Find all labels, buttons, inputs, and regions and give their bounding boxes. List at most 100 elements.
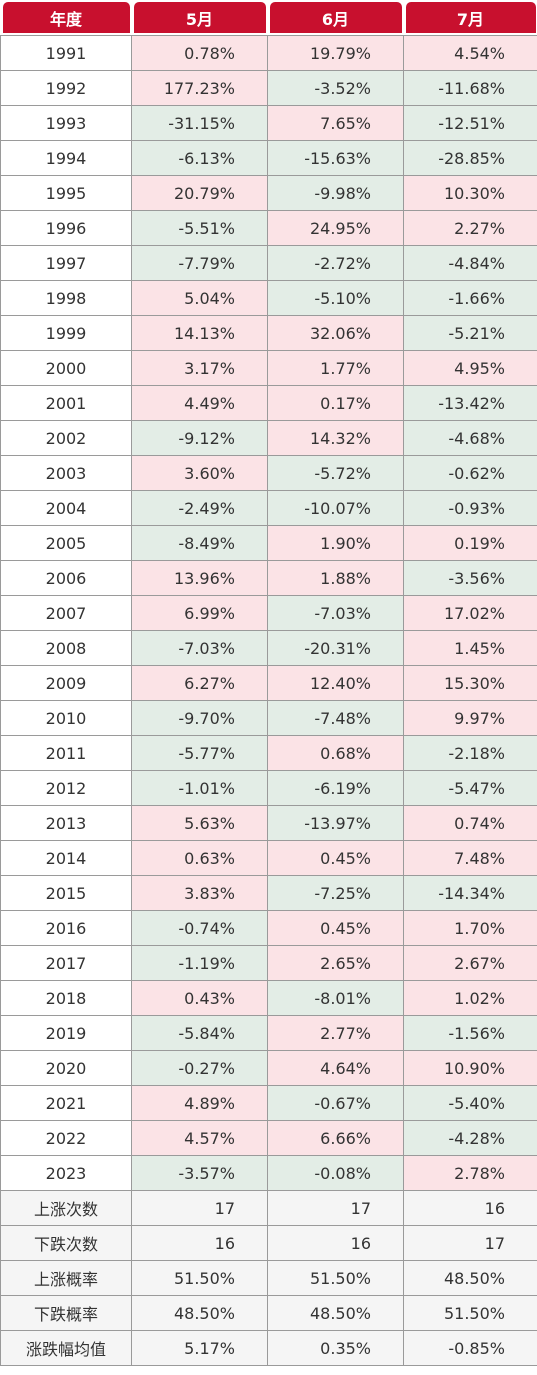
table-row: 1992 177.23% -3.52% -11.68% <box>0 70 537 106</box>
return-cell: -3.57% <box>131 1155 268 1191</box>
return-cell: 10.90% <box>403 1050 537 1086</box>
return-cell: 3.83% <box>131 875 268 911</box>
table-row: 2014 0.63% 0.45% 7.48% <box>0 840 537 876</box>
table-row: 2017 -1.19% 2.65% 2.67% <box>0 945 537 981</box>
year-cell: 2003 <box>0 455 132 491</box>
table-row: 2003 3.60% -5.72% -0.62% <box>0 455 537 491</box>
stat-value-cell: 48.50% <box>403 1260 537 1296</box>
return-cell: -0.74% <box>131 910 268 946</box>
return-cell: -5.51% <box>131 210 268 246</box>
year-cell: 1998 <box>0 280 132 316</box>
return-cell: 17.02% <box>403 595 537 631</box>
return-cell: 0.17% <box>267 385 404 421</box>
table-row: 2000 3.17% 1.77% 4.95% <box>0 350 537 386</box>
year-cell: 2015 <box>0 875 132 911</box>
header-may-label: 5月 <box>133 2 266 33</box>
year-cell: 1995 <box>0 175 132 211</box>
year-cell: 2021 <box>0 1085 132 1121</box>
return-cell: 2.67% <box>403 945 537 981</box>
table-row: 2008 -7.03% -20.31% 1.45% <box>0 630 537 666</box>
stat-value-cell: 17 <box>403 1225 537 1261</box>
return-cell: 1.90% <box>267 525 404 561</box>
table-row: 1994 -6.13% -15.63% -28.85% <box>0 140 537 176</box>
table-row: 2010 -9.70% -7.48% 9.97% <box>0 700 537 736</box>
year-cell: 2009 <box>0 665 132 701</box>
year-cell: 1992 <box>0 70 132 106</box>
year-cell: 1991 <box>0 35 132 71</box>
return-cell: -0.93% <box>403 490 537 526</box>
return-cell: 14.32% <box>267 420 404 456</box>
return-cell: 0.19% <box>403 525 537 561</box>
header-july: 7月 <box>403 0 537 36</box>
stat-value-cell: 51.50% <box>403 1295 537 1331</box>
return-cell: -14.34% <box>403 875 537 911</box>
return-cell: 0.63% <box>131 840 268 876</box>
table-row: 2015 3.83% -7.25% -14.34% <box>0 875 537 911</box>
header-june: 6月 <box>267 0 404 36</box>
return-cell: 0.45% <box>267 910 404 946</box>
return-cell: -0.27% <box>131 1050 268 1086</box>
year-cell: 2002 <box>0 420 132 456</box>
return-cell: 2.27% <box>403 210 537 246</box>
return-cell: -1.01% <box>131 770 268 806</box>
return-cell: 1.88% <box>267 560 404 596</box>
table-row: 2018 0.43% -8.01% 1.02% <box>0 980 537 1016</box>
return-cell: 1.77% <box>267 350 404 386</box>
table-row: 2013 5.63% -13.97% 0.74% <box>0 805 537 841</box>
return-cell: -5.21% <box>403 315 537 351</box>
year-cell: 2022 <box>0 1120 132 1156</box>
return-cell: 7.65% <box>267 105 404 141</box>
return-cell: 1.45% <box>403 630 537 666</box>
return-cell: -7.03% <box>267 595 404 631</box>
return-cell: -0.62% <box>403 455 537 491</box>
table-row: 1993 -31.15% 7.65% -12.51% <box>0 105 537 141</box>
return-cell: 6.66% <box>267 1120 404 1156</box>
table-row: 2020 -0.27% 4.64% 10.90% <box>0 1050 537 1086</box>
return-cell: 1.70% <box>403 910 537 946</box>
year-cell: 2018 <box>0 980 132 1016</box>
return-cell: 7.48% <box>403 840 537 876</box>
return-cell: -9.12% <box>131 420 268 456</box>
return-cell: 9.97% <box>403 700 537 736</box>
stat-value-cell: 51.50% <box>267 1260 404 1296</box>
year-cell: 1996 <box>0 210 132 246</box>
return-cell: 1.02% <box>403 980 537 1016</box>
header-may: 5月 <box>131 0 268 36</box>
stat-value-cell: 0.35% <box>267 1330 404 1366</box>
stat-value-cell: 16 <box>403 1190 537 1226</box>
stat-label-cell: 涨跌幅均值 <box>0 1330 132 1366</box>
year-cell: 2016 <box>0 910 132 946</box>
stat-value-cell: 16 <box>267 1225 404 1261</box>
stat-row: 上涨概率 51.50% 51.50% 48.50% <box>0 1260 537 1296</box>
return-cell: 4.64% <box>267 1050 404 1086</box>
table-row: 1995 20.79% -9.98% 10.30% <box>0 175 537 211</box>
return-cell: -0.67% <box>267 1085 404 1121</box>
stat-row: 下跌次数 16 16 17 <box>0 1225 537 1261</box>
header-year: 年度 <box>0 0 132 36</box>
stat-label-cell: 上涨概率 <box>0 1260 132 1296</box>
table-header: 年度 5月 6月 7月 <box>0 0 537 36</box>
return-cell: -5.77% <box>131 735 268 771</box>
return-cell: 12.40% <box>267 665 404 701</box>
year-cell: 2008 <box>0 630 132 666</box>
return-cell: -8.49% <box>131 525 268 561</box>
return-cell: 4.49% <box>131 385 268 421</box>
table-row: 2022 4.57% 6.66% -4.28% <box>0 1120 537 1156</box>
year-cell: 1997 <box>0 245 132 281</box>
return-cell: -12.51% <box>403 105 537 141</box>
return-cell: -5.10% <box>267 280 404 316</box>
return-cell: 6.27% <box>131 665 268 701</box>
return-cell: 5.63% <box>131 805 268 841</box>
table-row: 1998 5.04% -5.10% -1.66% <box>0 280 537 316</box>
year-cell: 2020 <box>0 1050 132 1086</box>
return-cell: 3.17% <box>131 350 268 386</box>
year-cell: 2011 <box>0 735 132 771</box>
return-cell: -4.68% <box>403 420 537 456</box>
return-cell: 4.54% <box>403 35 537 71</box>
return-cell: 177.23% <box>131 70 268 106</box>
return-cell: -7.03% <box>131 630 268 666</box>
year-cell: 2012 <box>0 770 132 806</box>
return-cell: -5.72% <box>267 455 404 491</box>
header-row: 年度 5月 6月 7月 <box>0 0 537 36</box>
